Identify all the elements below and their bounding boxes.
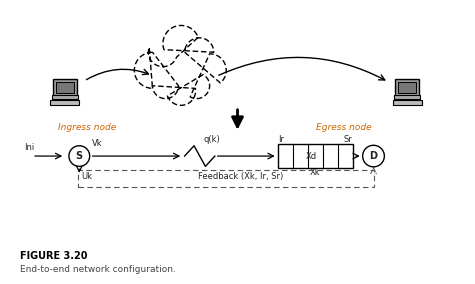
Text: Ini: Ini <box>25 143 35 152</box>
Text: Egress node: Egress node <box>316 123 372 132</box>
Text: q(k): q(k) <box>203 135 220 144</box>
FancyBboxPatch shape <box>52 95 78 99</box>
FancyBboxPatch shape <box>56 82 74 93</box>
Text: Sr: Sr <box>343 135 352 143</box>
Text: Uk: Uk <box>82 172 93 181</box>
FancyBboxPatch shape <box>393 100 422 105</box>
FancyBboxPatch shape <box>50 100 79 105</box>
Text: Feedback (Xk, Ir, Sr): Feedback (Xk, Ir, Sr) <box>198 172 283 181</box>
Circle shape <box>362 145 384 167</box>
Text: Xd: Xd <box>306 152 317 160</box>
FancyBboxPatch shape <box>398 82 417 93</box>
Text: D: D <box>370 151 378 161</box>
Polygon shape <box>134 26 226 105</box>
Circle shape <box>69 146 90 166</box>
Text: FIGURE 3.20: FIGURE 3.20 <box>20 251 88 261</box>
FancyBboxPatch shape <box>395 79 419 96</box>
FancyBboxPatch shape <box>53 79 77 96</box>
Text: Xk: Xk <box>310 168 321 177</box>
Text: Ir: Ir <box>278 135 285 143</box>
FancyBboxPatch shape <box>278 144 353 168</box>
Text: Ingress node: Ingress node <box>58 123 116 132</box>
Text: S: S <box>76 151 83 161</box>
Text: Vk: Vk <box>92 139 102 148</box>
FancyBboxPatch shape <box>394 95 420 99</box>
Text: End-to-end network configuration.: End-to-end network configuration. <box>20 265 176 274</box>
